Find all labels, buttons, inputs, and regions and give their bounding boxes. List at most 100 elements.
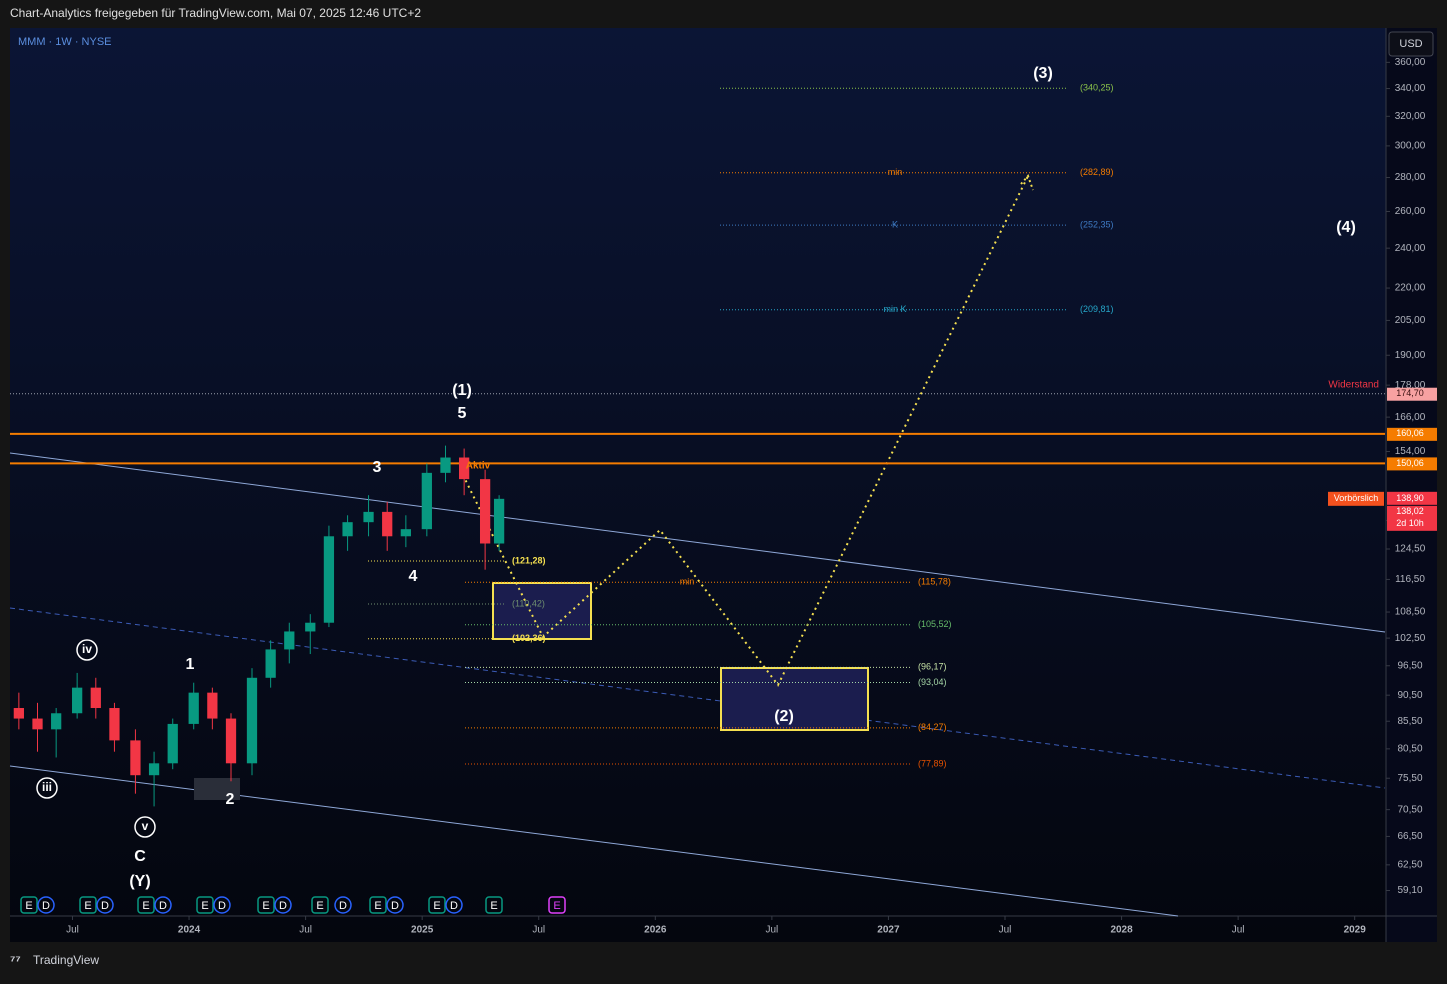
earnings-event-label: E (490, 900, 497, 912)
earnings-event-label: E (201, 900, 208, 912)
wave-label: 3 (373, 459, 382, 476)
y-tick-label: 124,50 (1395, 544, 1426, 555)
earnings-event (20, 896, 38, 914)
candle-body (207, 692, 218, 719)
dividend-event (96, 896, 114, 914)
level-label: (84,27) (918, 722, 947, 732)
candle-body (363, 511, 374, 523)
y-tick-label: 102,50 (1395, 633, 1426, 644)
dividend-event (386, 896, 404, 914)
y-tick-label: 59,10 (1397, 885, 1422, 896)
plot-background (10, 28, 1437, 942)
earnings-event (137, 896, 155, 914)
dividend-event (154, 896, 172, 914)
earnings-event-label: E (316, 900, 323, 912)
x-tick-label: 2024 (178, 925, 201, 936)
candle-body (265, 649, 276, 678)
x-tick-label: 2029 (1344, 925, 1367, 936)
candle-body (305, 622, 316, 632)
y-tick-label: 320,00 (1395, 111, 1426, 122)
earnings-event (485, 896, 503, 914)
y-tick-label: 80,50 (1397, 743, 1422, 754)
y-tick-label: 190,00 (1395, 350, 1426, 361)
candle-body (459, 457, 470, 480)
earnings-event-label: E (142, 900, 149, 912)
y-tick-label: 260,00 (1395, 206, 1426, 217)
candle-body (440, 457, 451, 473)
x-tick-label: 2028 (1110, 925, 1133, 936)
y-tick-label: 300,00 (1395, 141, 1426, 152)
currency-button[interactable] (1388, 31, 1434, 57)
dividend-event-label: D (339, 900, 347, 912)
highlight-box (194, 778, 240, 800)
y-tick-label: 340,00 (1395, 83, 1426, 94)
dividend-event (213, 896, 231, 914)
x-tick-label: Jul (1232, 925, 1245, 936)
wave-label: 1 (186, 656, 195, 673)
price-badge-label: 174,70 (1396, 388, 1424, 398)
projection-path (462, 175, 1029, 687)
candle-body (130, 740, 141, 776)
y-tick-label: 154,00 (1395, 446, 1426, 457)
earnings-event-label: E (433, 900, 440, 912)
premarket-tag (1328, 491, 1384, 506)
dividend-event-label: D (279, 900, 287, 912)
y-tick-label: 240,00 (1395, 243, 1426, 254)
price-axis (1386, 28, 1437, 942)
target-zone (720, 667, 869, 731)
level-label: (102,36) (512, 633, 546, 643)
y-tick-label: 108,50 (1395, 607, 1426, 618)
y-tick-label: 62,50 (1397, 859, 1422, 870)
earnings-event (257, 896, 275, 914)
data-layer: 360,00 340,00 320,00 300,00 280,00 260,00 240,… (10, 57, 1437, 936)
last-price-badge (1387, 505, 1437, 531)
brand-logo: ⁷⁷ (10, 952, 21, 967)
earnings-event (196, 896, 214, 914)
premarket-name: Vorbörslich (1334, 493, 1379, 503)
earnings-event (369, 896, 387, 914)
level-label: (282,89) (1080, 167, 1114, 177)
price-badge-label: 160,06 (1396, 428, 1424, 438)
level-label: (252,35) (1080, 220, 1114, 230)
level-tag: min (888, 167, 903, 177)
earnings-event-label: E (84, 900, 91, 912)
y-tick-label: 70,50 (1397, 804, 1422, 815)
y-tick-label: 85,50 (1397, 716, 1422, 727)
level-label: (121,28) (512, 555, 546, 565)
earnings-event-label: E (374, 900, 381, 912)
symbol-info: MMM · 1W · NYSE (18, 36, 112, 48)
candle-body (225, 718, 237, 764)
price-badge (1387, 427, 1437, 441)
dividend-event-label: D (218, 900, 226, 912)
channel-line (9, 452, 1386, 633)
level-label: (105,52) (918, 619, 952, 629)
countdown-label: 2d 10h (1396, 518, 1424, 528)
x-tick-label: Jul (66, 925, 79, 936)
candle-body (90, 687, 101, 709)
dividend-event (334, 896, 352, 914)
candle-body (284, 631, 295, 650)
candle-body (51, 713, 62, 730)
target-zone (492, 582, 592, 640)
candle-body (148, 763, 160, 776)
level-label: (93,04) (918, 677, 947, 687)
wave-label: iv (82, 642, 92, 656)
x-tick-label: Jul (765, 925, 778, 936)
earnings-event-label: E (25, 900, 32, 912)
x-tick-label: Jul (299, 925, 312, 936)
wave-label: 4 (409, 568, 418, 585)
wave-label: (4) (1336, 219, 1356, 236)
x-tick-label: 2027 (877, 925, 900, 936)
y-tick-label: 166,00 (1395, 412, 1426, 423)
y-tick-label: 360,00 (1395, 57, 1426, 68)
brand: TradingView (33, 953, 99, 967)
level-label: (110,42) (512, 598, 545, 608)
y-tick-label: 90,50 (1397, 690, 1422, 701)
dividend-event (445, 896, 463, 914)
wave-label: 2 (226, 791, 235, 808)
wave-label: 5 (458, 405, 467, 422)
x-tick-label: Jul (532, 925, 545, 936)
currency-label[interactable]: USD (1399, 38, 1422, 50)
candle-body (32, 718, 43, 730)
x-tick-label: 2026 (644, 925, 667, 936)
